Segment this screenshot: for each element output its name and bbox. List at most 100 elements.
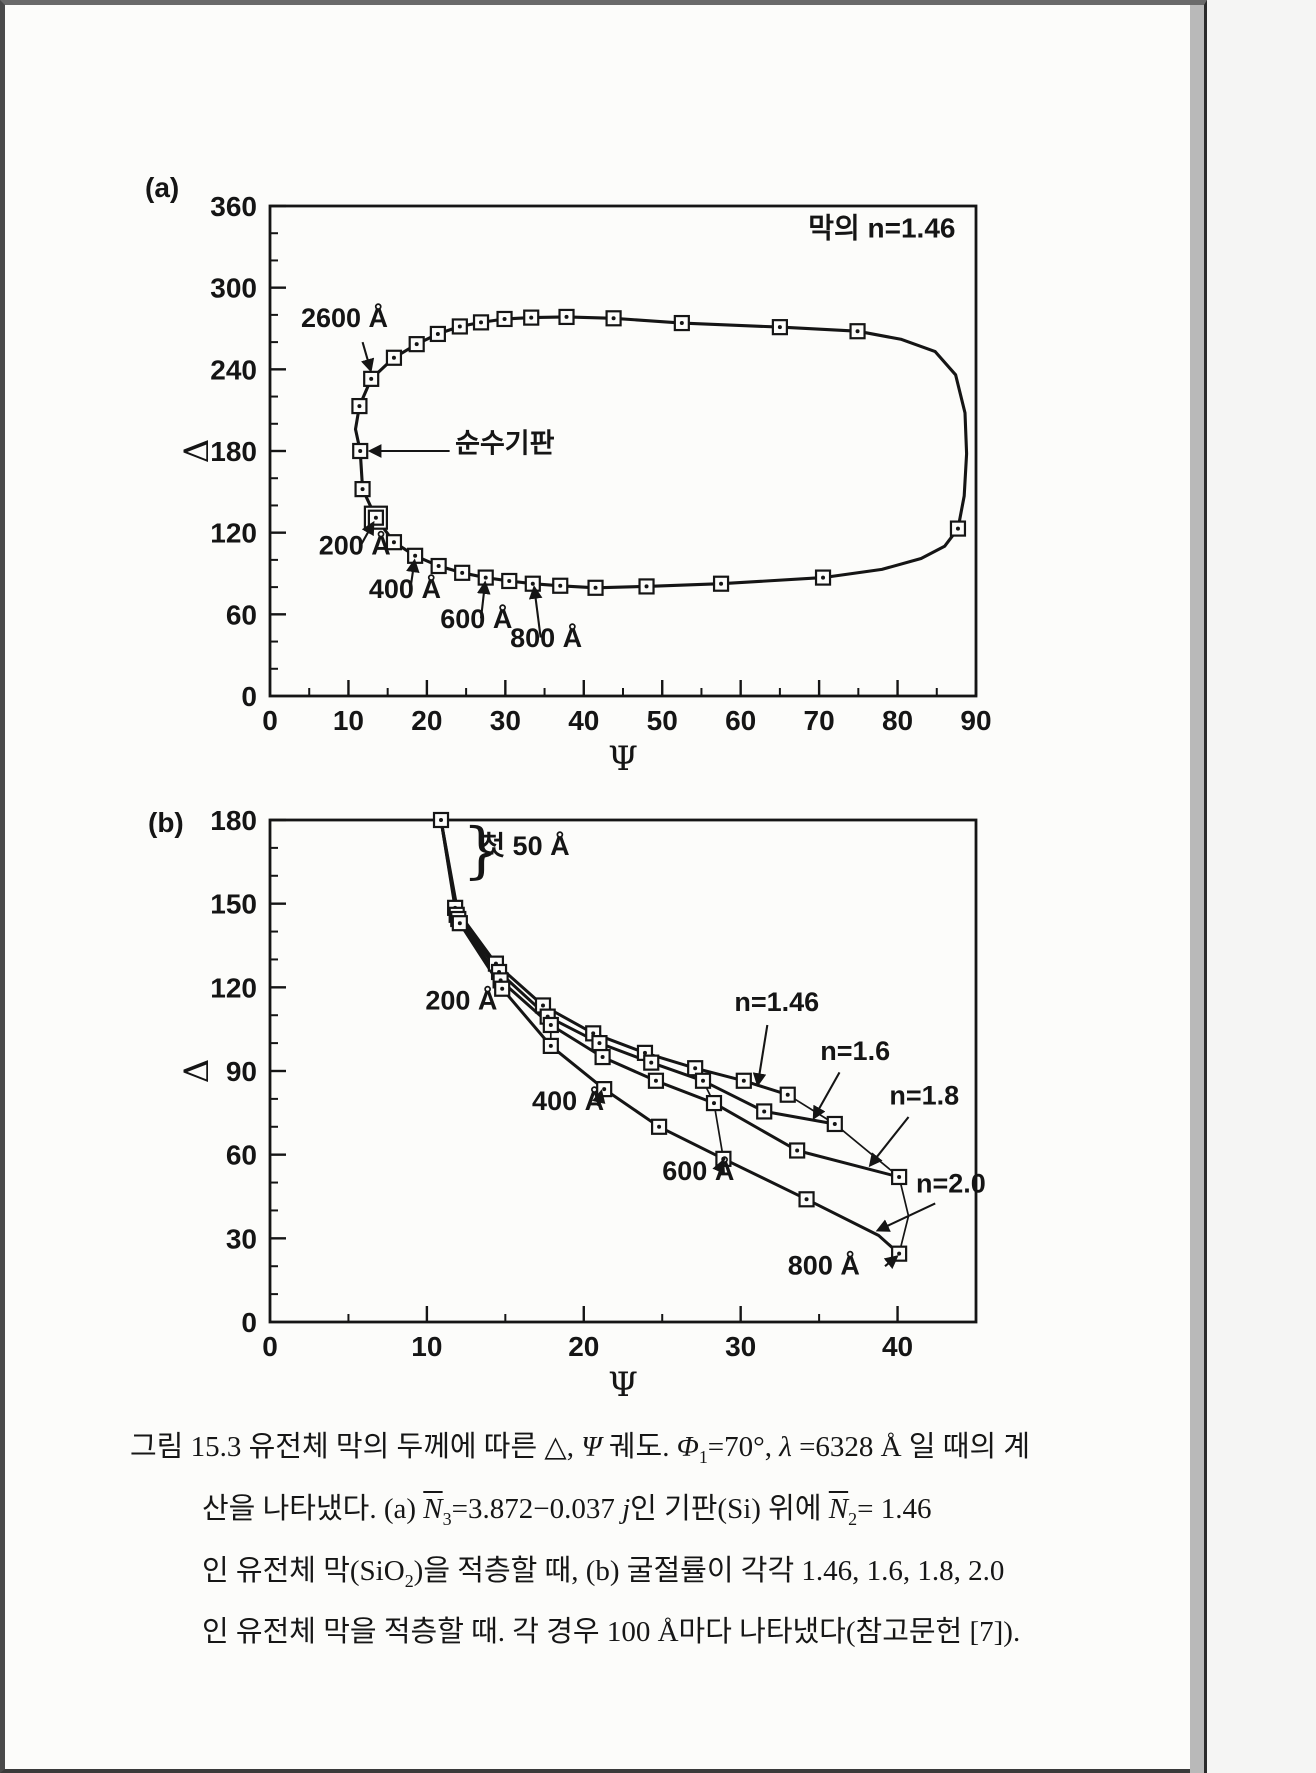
marker-dot — [540, 1003, 545, 1008]
y-tick-label: 0 — [241, 1307, 257, 1338]
series-n=2.0 — [439, 819, 901, 1255]
marker-dot — [436, 564, 441, 569]
marker-dot — [897, 1174, 902, 1179]
marker-dot — [693, 1066, 698, 1071]
annotation-label: n=2.0 — [916, 1168, 986, 1198]
marker-dot — [457, 921, 462, 926]
marker-dot — [719, 581, 724, 586]
y-tick-label: 300 — [210, 273, 257, 304]
marker-dot — [821, 575, 826, 580]
annotation-arrow — [406, 558, 420, 589]
marker-dot — [360, 487, 365, 492]
marker-dot — [500, 986, 505, 991]
marker-dot — [832, 1121, 837, 1126]
x-tick-label: 30 — [490, 705, 521, 736]
panel-label-b: (b) — [148, 807, 184, 838]
caption-segment: 3 — [442, 1508, 452, 1529]
annotation-label: 400 Å — [532, 1085, 604, 1116]
annotation-arrow — [812, 1071, 841, 1120]
caption-segment: 인 유전체 막을 적층할 때. 각 경우 100 Å마다 나타냈다(참고문헌 [… — [202, 1616, 1021, 1649]
marker-dot — [369, 376, 374, 381]
marker-dot — [373, 515, 378, 520]
caption-segment: Ψ — [581, 1431, 602, 1463]
annotation-label: 800 Å — [510, 622, 582, 653]
x-tick-label: 40 — [568, 705, 599, 736]
y-tick-label: 30 — [226, 1223, 257, 1254]
marker-dot — [597, 1041, 602, 1046]
caption-segment: 산을 나타냈다. (a) — [202, 1492, 424, 1525]
annotation-arrow — [528, 585, 543, 638]
marker-dot — [414, 342, 419, 347]
caption-line-4: 인 유전체 막을 적층할 때. 각 경우 100 Å마다 나타냈다(참고문헌 [… — [0, 1606, 1190, 1658]
annotation-arrow — [712, 1158, 726, 1174]
marker-dot — [413, 553, 418, 558]
caption-segment: 궤도. — [601, 1431, 677, 1463]
annotation-arrow — [883, 1255, 899, 1270]
marker-dot — [642, 1050, 647, 1055]
marker-dot — [502, 316, 507, 321]
marker-dot — [391, 540, 396, 545]
marker-dot — [785, 1092, 790, 1097]
marker-dot — [558, 583, 563, 588]
annotation-arrow — [361, 341, 375, 373]
marker-dot — [591, 1031, 596, 1036]
marker-dot — [548, 1022, 553, 1027]
marker-dot — [593, 585, 598, 590]
caption-segment: N — [423, 1492, 443, 1525]
marker-dot — [644, 584, 649, 589]
x-tick-label: 50 — [647, 705, 678, 736]
caption-segment: = 1.46 — [857, 1492, 932, 1525]
caption-segment: N — [828, 1492, 849, 1525]
annotation-label: 순수기판 — [455, 428, 555, 458]
marker-dot — [457, 324, 462, 329]
marker-dot — [460, 570, 465, 575]
annotation-label: n=1.46 — [734, 987, 819, 1017]
marker-dot — [855, 329, 860, 334]
chart-a: 0 10 20 30 40 50 60 70 80 90 0 60 120 180 240 300 360 Ψ Δ (… — [145, 172, 992, 779]
marker-dot — [439, 818, 444, 822]
annotation-arrow — [875, 1202, 936, 1232]
caption-segment: 그림 15.3 유전체 막의 두께에 따른 △, — [130, 1431, 582, 1463]
marker-dot — [611, 316, 616, 321]
marker-dot — [711, 1101, 716, 1106]
x-tick-label: 0 — [262, 1331, 278, 1362]
marker-dot — [955, 526, 960, 531]
marker-dot — [391, 355, 396, 360]
caption-segment: =70°, — [707, 1431, 780, 1463]
x-tick-label: 40 — [882, 1331, 913, 1362]
y-axis-title-a: Δ — [177, 439, 217, 464]
marker-dot — [653, 1078, 658, 1083]
series-SiO2-on-Si-trajectory-n1.46 — [353, 315, 969, 590]
annotation-label: n=1.6 — [820, 1036, 890, 1066]
annotation-arrow — [477, 580, 491, 619]
annotation-label: 첫 50 Å — [480, 830, 569, 861]
annotation-arrow — [360, 520, 375, 546]
caption-line-3: 인 유전체 막(SiO2)을 적층할 때, (b) 굴절률이 각각 1.46, … — [0, 1545, 1190, 1607]
scan-background — [1210, 0, 1316, 1773]
y-tick-label: 360 — [210, 191, 257, 222]
marker-dot — [507, 578, 512, 583]
marker-dot — [600, 1055, 605, 1060]
annotation-label: 800 Å — [788, 1250, 860, 1281]
y-tick-label: 60 — [226, 599, 257, 630]
marker-dot — [358, 449, 363, 453]
caption-segment: Φ — [676, 1431, 699, 1463]
annotation-label: 600 Å — [662, 1155, 734, 1186]
caption-line-2: 산을 나타냈다. (a) N3=3.872−0.037 j인 기판(Si) 위에… — [0, 1483, 1190, 1545]
marker-dot — [483, 575, 488, 580]
annotation-arrow — [868, 1116, 910, 1168]
annotation-label: 200 Å — [425, 985, 497, 1016]
annotation-label: 2600 Å — [301, 302, 388, 333]
marker-dot — [897, 1251, 902, 1256]
x-tick-label: 20 — [411, 705, 442, 736]
plot-frame-b — [268, 818, 978, 1324]
caption-segment: =6328 Å 일 때의 계 — [791, 1431, 1031, 1463]
marker-dot — [479, 320, 484, 325]
x-tick-label: 20 — [568, 1331, 599, 1362]
book-page — [0, 0, 1190, 1773]
marker-dot — [679, 321, 684, 326]
caption-segment: 2 — [404, 1570, 414, 1591]
y-tick-label: 60 — [226, 1140, 257, 1171]
y-axis-title-b: Δ — [177, 1059, 217, 1084]
